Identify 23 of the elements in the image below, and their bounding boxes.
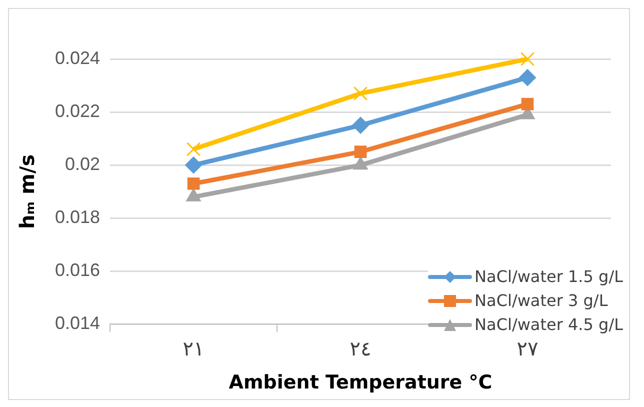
y-axis-title: hₘ m/s <box>15 154 40 229</box>
y-tick-label: 0.02 <box>64 154 100 174</box>
point <box>520 52 535 66</box>
point <box>352 116 370 134</box>
x-axis-title: Ambient Temperature °C <box>228 372 492 394</box>
point <box>354 146 367 158</box>
x-tick-label: ٢١ <box>182 336 204 360</box>
point <box>353 86 368 101</box>
y-tick-label: 0.018 <box>54 207 100 228</box>
y-tick-label: 0.022 <box>54 101 100 122</box>
x-tick-label: ٢٤ <box>350 336 372 360</box>
point <box>185 156 202 174</box>
point <box>186 142 201 156</box>
legend-label: NaCl/water 4.5 g/L <box>474 314 623 336</box>
point <box>187 177 200 190</box>
y-tick-label: 0.024 <box>54 48 100 68</box>
point <box>519 69 536 86</box>
y-tick-label: 0.014 <box>54 313 100 334</box>
point <box>521 98 534 110</box>
legend-label: NaCl/water 3 g/L <box>474 290 608 312</box>
y-tick-label: 0.016 <box>54 260 100 280</box>
legend-label: NaCl/water 1.5 g/L <box>474 266 623 288</box>
x-tick-label: ٢٧ <box>516 336 539 360</box>
